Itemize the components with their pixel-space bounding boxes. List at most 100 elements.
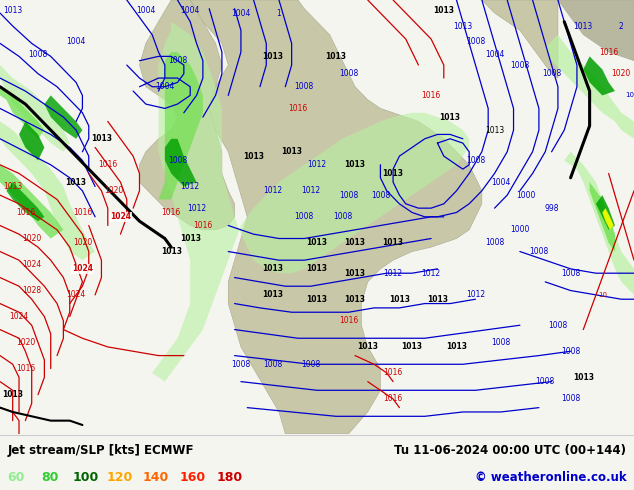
Text: 100: 100: [73, 471, 99, 484]
Polygon shape: [139, 0, 235, 230]
Text: 1013: 1013: [344, 160, 366, 169]
Text: 1012: 1012: [263, 186, 282, 196]
Polygon shape: [0, 165, 63, 239]
Text: 1013: 1013: [3, 182, 22, 191]
Text: 1020: 1020: [73, 238, 92, 247]
Text: 1013: 1013: [427, 294, 448, 304]
Text: 1016: 1016: [16, 364, 35, 373]
Text: 1008: 1008: [529, 247, 548, 256]
Text: 1024: 1024: [72, 265, 93, 273]
Text: 1013: 1013: [281, 147, 302, 156]
Text: 1012: 1012: [181, 182, 200, 191]
Text: 1008: 1008: [168, 56, 187, 65]
Text: 180: 180: [217, 471, 243, 484]
Text: 1000: 1000: [517, 191, 536, 199]
Text: 1016: 1016: [162, 208, 181, 217]
Text: 1008: 1008: [301, 360, 320, 369]
Text: 1008: 1008: [561, 269, 580, 278]
Text: 1013: 1013: [574, 22, 593, 30]
Text: 1013: 1013: [91, 134, 112, 143]
Text: 1013: 1013: [306, 238, 328, 247]
Text: 1004: 1004: [67, 37, 86, 46]
Polygon shape: [602, 208, 614, 230]
Text: 1012: 1012: [422, 269, 441, 278]
Text: 1008: 1008: [295, 82, 314, 91]
Text: 1016: 1016: [339, 317, 358, 325]
Text: 1008: 1008: [466, 156, 485, 165]
Text: 1013: 1013: [243, 151, 264, 161]
Text: 1008: 1008: [231, 360, 250, 369]
Text: 1008: 1008: [466, 37, 485, 46]
Text: 1028: 1028: [22, 286, 41, 295]
Polygon shape: [583, 56, 615, 96]
Text: 120: 120: [107, 471, 133, 484]
Text: 1016: 1016: [193, 221, 212, 230]
Polygon shape: [19, 122, 44, 160]
Text: 1013: 1013: [160, 247, 182, 256]
Text: 1004: 1004: [231, 8, 250, 18]
Text: 1008: 1008: [491, 338, 510, 347]
Text: 1008: 1008: [339, 69, 358, 78]
Text: 1020: 1020: [612, 69, 631, 78]
Polygon shape: [44, 96, 82, 139]
Text: 1013: 1013: [485, 125, 504, 135]
Text: 2: 2: [619, 22, 624, 30]
Text: 10: 10: [598, 292, 607, 298]
Text: Jet stream/SLP [kts] ECMWF: Jet stream/SLP [kts] ECMWF: [8, 444, 194, 457]
Text: 1020: 1020: [105, 186, 124, 196]
Text: 1013: 1013: [306, 265, 328, 273]
Polygon shape: [171, 0, 482, 434]
Text: 1013: 1013: [453, 22, 472, 30]
Polygon shape: [596, 195, 615, 230]
Text: 1012: 1012: [301, 186, 320, 196]
Text: 60: 60: [8, 471, 25, 484]
Text: 80: 80: [41, 471, 58, 484]
Polygon shape: [558, 0, 634, 61]
Text: 160: 160: [179, 471, 205, 484]
Text: 1008: 1008: [29, 49, 48, 59]
Polygon shape: [545, 35, 634, 139]
Text: 1008: 1008: [542, 69, 561, 78]
Polygon shape: [152, 22, 469, 382]
Text: 1012: 1012: [307, 160, 327, 169]
Text: 1013: 1013: [262, 291, 283, 299]
Text: 1013: 1013: [401, 343, 423, 351]
Text: 1013: 1013: [382, 169, 404, 178]
Text: 998: 998: [545, 204, 559, 213]
Text: 1004: 1004: [181, 6, 200, 15]
Text: 1016: 1016: [384, 368, 403, 377]
Text: 1013: 1013: [2, 390, 23, 399]
Polygon shape: [482, 0, 558, 78]
Polygon shape: [165, 139, 197, 187]
Text: 1013: 1013: [389, 294, 410, 304]
Text: 1020: 1020: [22, 234, 41, 243]
Text: 1016: 1016: [384, 394, 403, 403]
Text: 1008: 1008: [168, 156, 187, 165]
Text: Tu 11-06-2024 00:00 UTC (00+144): Tu 11-06-2024 00:00 UTC (00+144): [394, 444, 626, 457]
Text: 1013: 1013: [439, 113, 461, 122]
Text: 1024: 1024: [22, 260, 41, 269]
Polygon shape: [0, 87, 44, 139]
Text: 140: 140: [143, 471, 169, 484]
Text: 1016: 1016: [73, 208, 92, 217]
Polygon shape: [564, 152, 634, 295]
Text: 1013: 1013: [3, 6, 22, 15]
Text: 1008: 1008: [536, 377, 555, 386]
Text: 1008: 1008: [333, 212, 352, 221]
Text: 1004: 1004: [491, 178, 510, 187]
Text: 1: 1: [276, 8, 281, 18]
Text: 1008: 1008: [485, 238, 504, 247]
Text: 1004: 1004: [136, 6, 155, 15]
Text: 1013: 1013: [344, 294, 366, 304]
Text: 1013: 1013: [65, 178, 87, 187]
Polygon shape: [590, 182, 615, 251]
Text: 1013: 1013: [179, 234, 201, 243]
Text: 1024: 1024: [10, 312, 29, 321]
Text: 1013: 1013: [306, 294, 328, 304]
Text: 1016: 1016: [98, 160, 117, 169]
Text: 1013: 1013: [382, 238, 404, 247]
Text: 1004: 1004: [485, 49, 504, 59]
Text: © weatheronline.co.uk: © weatheronline.co.uk: [475, 471, 626, 484]
Text: 1020: 1020: [16, 338, 35, 347]
Text: 1008: 1008: [263, 360, 282, 369]
